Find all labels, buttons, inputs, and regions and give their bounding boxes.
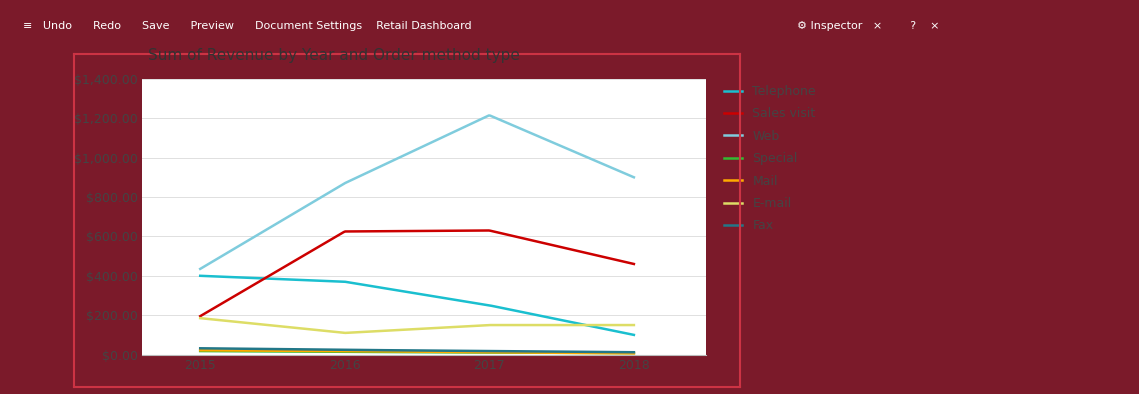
Sales visit — [482, 228, 495, 233]
Special — [459, 350, 473, 355]
Mail — [587, 351, 600, 355]
Fax — [451, 348, 465, 353]
Telephone — [587, 324, 600, 329]
E-mail — [560, 323, 574, 327]
Line: E-mail: E-mail — [200, 318, 634, 333]
E-mail — [460, 324, 474, 329]
Mail — [628, 351, 641, 356]
Web — [560, 146, 574, 151]
E-mail — [451, 324, 465, 329]
Telephone — [451, 298, 465, 303]
Fax — [450, 348, 464, 353]
E-mail — [194, 316, 207, 321]
Line: Special: Special — [200, 351, 634, 353]
Special — [628, 351, 641, 355]
Line: Mail: Mail — [200, 350, 634, 353]
Special — [450, 350, 464, 355]
Special — [451, 350, 465, 355]
Telephone — [628, 333, 641, 337]
Legend: Telephone, Sales visit, Web, Special, Mail, E-mail, Fax: Telephone, Sales visit, Web, Special, Ma… — [723, 85, 816, 232]
Web — [195, 266, 208, 270]
Sales visit — [450, 229, 464, 233]
Line: Fax: Fax — [200, 348, 634, 352]
Line: Sales visit: Sales visit — [200, 230, 634, 316]
Sales visit — [628, 262, 641, 266]
Sales visit — [459, 228, 473, 233]
Sales visit — [451, 229, 465, 233]
Fax — [587, 349, 600, 354]
Text: ⚙ Inspector   ×        ?    ×: ⚙ Inspector × ? × — [797, 20, 940, 31]
Mail — [194, 348, 207, 353]
Telephone — [194, 273, 207, 278]
E-mail — [453, 324, 467, 329]
Sales visit — [195, 313, 208, 318]
Fax — [195, 346, 208, 351]
Web — [459, 124, 473, 129]
Mail — [459, 350, 473, 355]
Special — [559, 351, 573, 355]
Web — [194, 267, 207, 271]
Telephone — [195, 273, 208, 278]
Web — [628, 175, 641, 180]
Special — [195, 349, 208, 353]
Text: Sum of Revenue by Year and Order method type: Sum of Revenue by Year and Order method … — [148, 48, 519, 63]
Text: ≡   Undo      Redo      Save      Preview      Document Settings    Retail Dashb: ≡ Undo Redo Save Preview Document Settin… — [23, 20, 472, 31]
E-mail — [195, 316, 208, 321]
Line: Telephone: Telephone — [200, 276, 634, 335]
Telephone — [559, 319, 573, 323]
Web — [588, 158, 601, 163]
Fax — [459, 349, 473, 353]
Line: Web: Web — [200, 115, 634, 269]
Fax — [194, 346, 207, 351]
E-mail — [338, 331, 352, 335]
E-mail — [588, 323, 601, 327]
Web — [451, 127, 465, 132]
Sales visit — [560, 246, 574, 251]
Telephone — [459, 299, 473, 304]
Fax — [559, 349, 573, 354]
Mail — [195, 348, 208, 353]
Special — [587, 351, 600, 355]
E-mail — [628, 323, 641, 327]
Fax — [628, 350, 641, 355]
Web — [482, 113, 495, 118]
Mail — [451, 349, 465, 354]
Special — [194, 349, 207, 353]
Mail — [450, 349, 464, 354]
Telephone — [450, 298, 464, 303]
Sales visit — [194, 314, 207, 318]
Mail — [559, 351, 573, 355]
Sales visit — [588, 253, 601, 257]
Web — [450, 128, 464, 133]
